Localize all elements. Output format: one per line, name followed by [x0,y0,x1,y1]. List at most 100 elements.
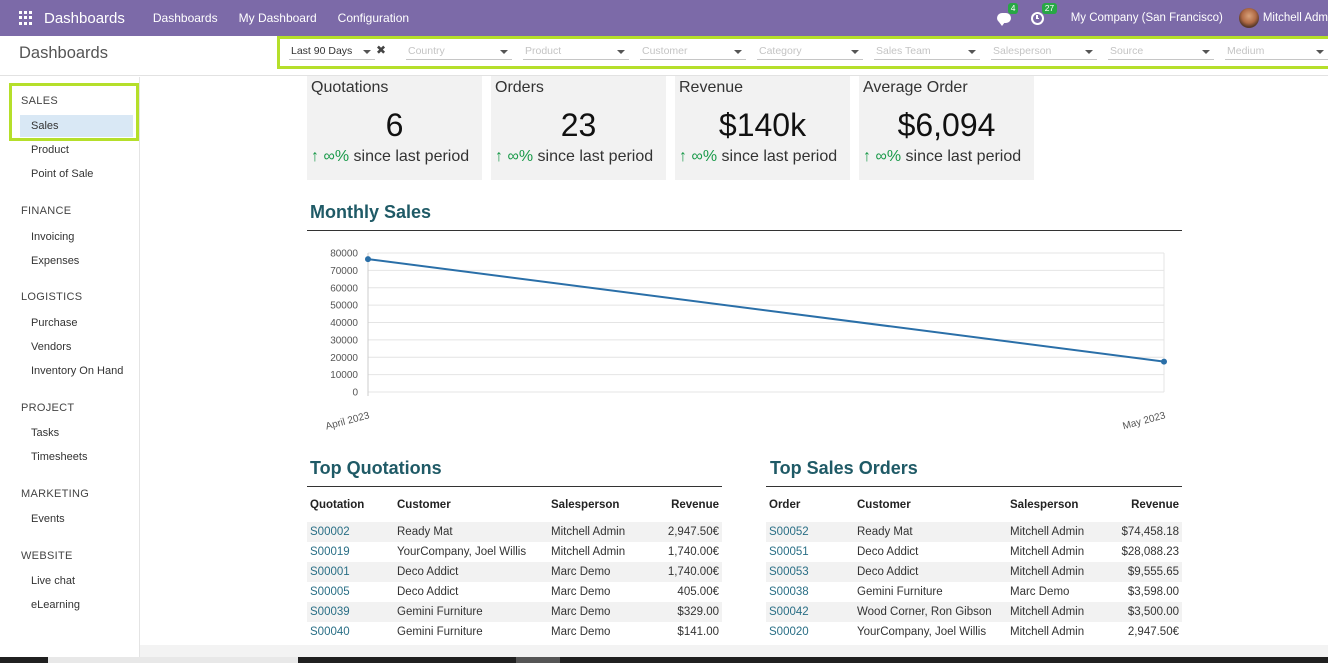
sidebar-item-product[interactable]: Product [31,144,69,156]
record-link[interactable]: S00020 [769,626,809,638]
table-cell: Gemini Furniture [394,602,548,622]
column-header[interactable]: Customer [397,499,451,511]
table-row[interactable]: S00052 Ready Mat Mitchell Admin $74,458.18 [766,522,1182,542]
monthly-sales-chart: 0 10000 20000 30000 40000 50000 60000 70000 8000… [324,249,1168,431]
table-cell: Marc Demo [551,586,611,598]
filter-select[interactable]: Last 90 Days ✖ [289,42,386,60]
table-cell: Wood Corner, Ron Gibson [854,602,1007,622]
table-row[interactable]: S00051 Deco Addict Mitchell Admin $28,088.2… [766,542,1182,562]
record-link[interactable]: S00052 [766,522,854,542]
sidebar-item-live-chat[interactable]: Live chat [31,575,76,587]
sidebar-item-events[interactable]: Events [31,513,65,525]
table-row[interactable]: S00053 Deco Addict Mitchell Admin $9,555.65 [766,562,1182,582]
arrow-up-icon: ↑ [679,148,687,165]
sidebar-section-website: WEBSITE [21,550,73,562]
activities-button[interactable]: 27 [1030,3,1058,27]
sidebar-item-vendors[interactable]: Vendors [31,341,72,353]
record-link[interactable]: S00039 [307,602,394,622]
column-header[interactable]: Customer [857,499,911,511]
menu-dashboards[interactable]: Dashboards [152,11,218,25]
filter-placeholder: Country [408,45,445,57]
table-row[interactable]: S00001 Deco Addict Marc Demo 1,740.00€ [307,562,722,582]
sidebar-item-invoicing[interactable]: Invoicing [31,231,75,243]
column-header[interactable]: Order [769,499,801,511]
messages-button[interactable]: 4 [996,3,1019,27]
record-link[interactable]: S00019 [310,546,350,558]
record-link[interactable]: S00005 [310,586,350,598]
column-header[interactable]: Revenue [671,499,719,511]
y-tick-label: 40000 [330,318,358,329]
kpi-label: Orders [495,79,544,96]
filter-select[interactable]: Source [1108,42,1214,60]
record-link[interactable]: S00002 [307,522,394,542]
column-header[interactable]: Salesperson [1010,499,1079,511]
table-cell: Mitchell Admin [1010,626,1085,638]
record-link[interactable]: S00040 [310,626,350,638]
kpi-value: $6,094 [897,107,996,143]
table-row[interactable]: S00038 Gemini Furniture Marc Demo $3,598.00 [766,582,1182,602]
page-bottom-area [140,645,1328,657]
taskbar-strip [0,657,1328,663]
kpi-trend: ↑ ∞% since last period [679,148,837,166]
record-link[interactable]: S00042 [766,602,854,622]
record-link[interactable]: S00038 [769,586,809,598]
x-tick-label: April 2023 [324,410,371,430]
sidebar-item-point-of-sale[interactable]: Point of Sale [31,168,94,180]
sidebar-section-project: PROJECT [21,402,75,414]
column-header[interactable]: Revenue [1131,499,1179,511]
kpi-value: 6 [385,107,404,143]
sidebar-item-expenses[interactable]: Expenses [31,255,80,267]
page-title: Dashboards [19,44,108,62]
filter-select[interactable]: Customer [640,42,746,60]
y-tick-label: 20000 [330,353,358,364]
top-sales-orders-table: Order Customer Salesperson Revenue S0005… [766,488,1182,642]
clear-filter-icon[interactable]: ✖ [375,43,386,57]
kpi-card-average-order[interactable]: Average Order $6,094 ↑ ∞% since last per… [859,76,1034,180]
table-row[interactable]: S00020 YourCompany, Joel Willis Mitchell A… [766,622,1182,642]
filter-select[interactable]: Medium [1225,42,1328,60]
column-header[interactable]: Salesperson [551,499,620,511]
caret-down-icon [363,50,371,54]
y-tick-label: 0 [352,388,358,399]
table-row[interactable]: S00005 Deco Addict Marc Demo 405.00€ [307,582,722,602]
messages-badge: 4 [1007,3,1019,14]
record-link[interactable]: S00051 [769,546,809,558]
filter-select[interactable]: Country [406,42,512,60]
sidebar-item-inventory-on-hand[interactable]: Inventory On Hand [31,365,124,377]
kpi-card-revenue[interactable]: Revenue $140k ↑ ∞% since last period [675,76,850,180]
sidebar-item-elearning[interactable]: eLearning [31,599,80,611]
user-menu[interactable]: Mitchell Adm [1262,12,1328,24]
filter-select[interactable]: Category [757,42,863,60]
sidebar-item-timesheets[interactable]: Timesheets [31,451,88,463]
filter-select[interactable]: Product [523,42,629,60]
filter-placeholder: Source [1110,45,1144,57]
kpi-card-orders[interactable]: Orders 23 ↑ ∞% since last period [491,76,666,180]
menu-configuration[interactable]: Configuration [337,11,410,25]
table-row[interactable]: S00042 Wood Corner, Ron Gibson Mitchell Ad… [766,602,1182,622]
company-switcher[interactable]: My Company (San Francisco) [1070,12,1223,24]
table-row[interactable]: S00039 Gemini Furniture Marc Demo $329.00 [307,602,722,622]
table-cell: Deco Addict [854,562,1007,582]
filter-select[interactable]: Salesperson [991,42,1097,60]
filter-select[interactable]: Sales Team [874,42,980,60]
table-row[interactable]: S00019 YourCompany, Joel Willis Mitchell A… [307,542,722,562]
menu-my-dashboard[interactable]: My Dashboard [238,11,317,25]
table-cell: YourCompany, Joel Willis [857,626,987,638]
sidebar-item-tasks[interactable]: Tasks [31,427,60,439]
table-row[interactable]: S00002 Ready Mat Mitchell Admin 2,947.50€ [307,522,722,542]
app-brand[interactable]: Dashboards [44,9,125,27]
x-tick-label: May 2023 [1122,410,1168,430]
column-header[interactable]: Quotation [310,499,365,511]
sidebar-item-purchase[interactable]: Purchase [31,317,78,329]
table-row[interactable]: S00040 Gemini Furniture Marc Demo $141.00 [307,622,722,642]
table-cell: Marc Demo [1010,586,1070,598]
user-avatar[interactable] [1238,8,1259,28]
table-cell: $9,555.65 [1111,562,1182,582]
sidebar-item-sales[interactable]: Sales [20,115,133,137]
record-link[interactable]: S00001 [307,562,394,582]
record-link[interactable]: S00053 [766,562,854,582]
kpi-card-quotations[interactable]: Quotations 6 ↑ ∞% since last period [307,76,482,180]
kpi-trend-percent: ∞% [691,148,718,165]
caret-down-icon [1085,50,1093,54]
apps-grid-icon[interactable] [19,11,33,25]
